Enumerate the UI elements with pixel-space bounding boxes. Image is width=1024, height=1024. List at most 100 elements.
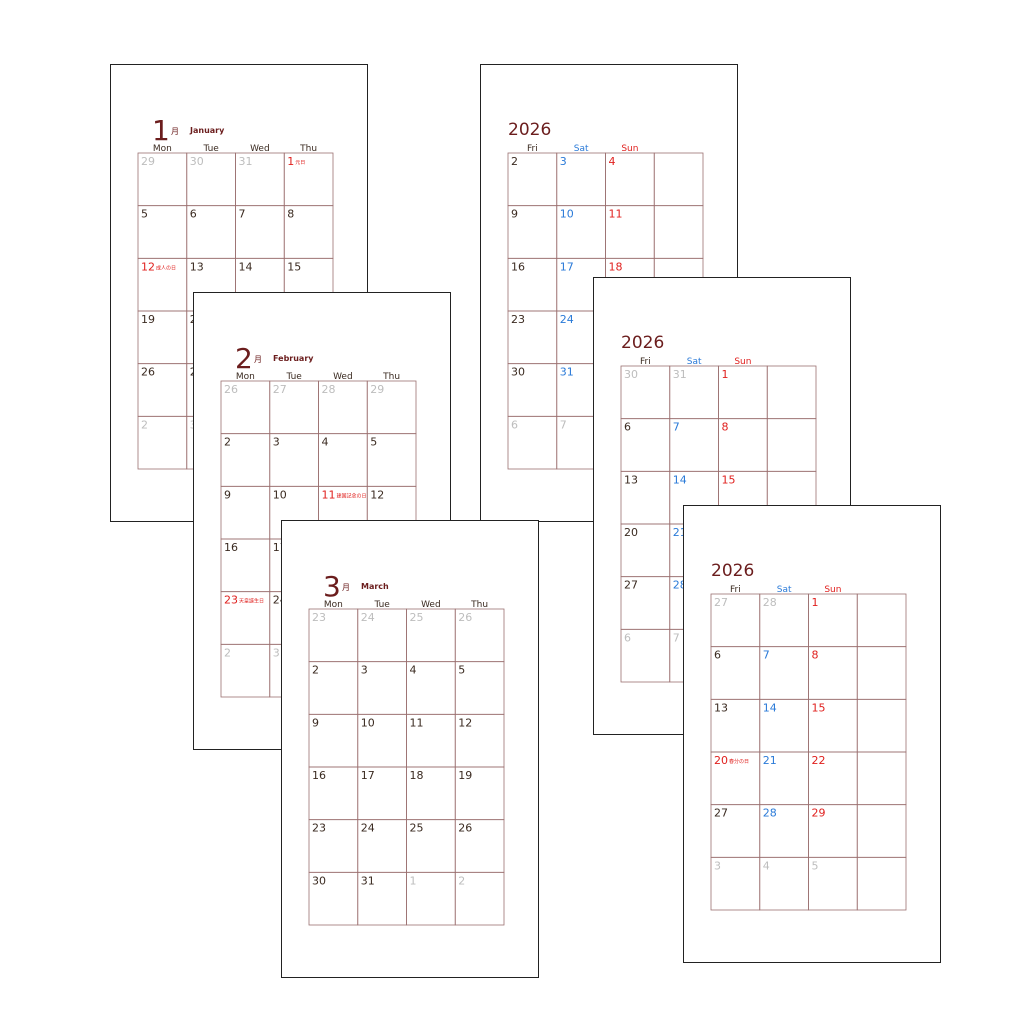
- day-number: 8: [722, 421, 729, 434]
- day-number: 3: [361, 664, 368, 677]
- day-number: 1: [287, 155, 294, 168]
- day-number: 24: [361, 822, 375, 835]
- day-number: 13: [624, 473, 638, 486]
- day-number: 2: [224, 646, 231, 659]
- day-number: 23: [312, 611, 326, 624]
- page-sheet: [683, 505, 941, 963]
- day-number: 30: [312, 874, 326, 887]
- day-number: 7: [673, 631, 680, 644]
- day-number: 2: [224, 436, 231, 449]
- weekday-label: Mon: [236, 372, 255, 382]
- month-kanji: 月: [254, 355, 262, 364]
- weekday-label: Mon: [324, 600, 343, 610]
- day-number: 2: [458, 874, 465, 887]
- day-number: 28: [763, 596, 777, 609]
- weekday-label: Tue: [202, 144, 219, 154]
- day-number: 29: [812, 807, 826, 820]
- day-number: 31: [560, 366, 574, 379]
- day-number: 29: [141, 155, 155, 168]
- day-number: 23: [312, 822, 326, 835]
- day-number: 7: [673, 421, 680, 434]
- weekday-label: Sun: [824, 585, 841, 595]
- day-number: 30: [624, 368, 638, 381]
- day-number: 15: [287, 260, 301, 273]
- weekday-label: Fri: [527, 144, 538, 154]
- day-number: 26: [458, 611, 472, 624]
- weekday-label: Tue: [373, 600, 390, 610]
- day-number: 9: [511, 208, 518, 221]
- day-number: 4: [609, 155, 616, 168]
- day-number: 16: [511, 260, 525, 273]
- day-number: 3: [273, 436, 280, 449]
- day-number: 11: [322, 488, 336, 501]
- day-number: 12: [141, 260, 155, 273]
- weekday-label: Tue: [285, 372, 302, 382]
- day-number: 20: [714, 754, 728, 767]
- month-number: 2: [235, 342, 253, 375]
- month-name: February: [273, 354, 314, 363]
- day-cell: [454, 871, 505, 926]
- day-number: 28: [322, 383, 336, 396]
- weekday-label: Sat: [777, 585, 792, 595]
- day-number: 31: [239, 155, 253, 168]
- day-number: 19: [141, 313, 155, 326]
- day-number: 28: [763, 807, 777, 820]
- day-number: 6: [624, 631, 631, 644]
- year: 2026: [711, 561, 754, 581]
- day-number: 15: [812, 701, 826, 714]
- day-number: 14: [763, 701, 777, 714]
- holiday-name: 建国記念の日: [337, 492, 367, 499]
- page-sheet: [281, 520, 539, 978]
- day-number: 13: [714, 701, 728, 714]
- day-number: 21: [763, 754, 777, 767]
- day-number: 8: [287, 208, 294, 221]
- day-number: 5: [458, 664, 465, 677]
- month-number: 3: [323, 570, 341, 603]
- day-number: 11: [609, 208, 623, 221]
- day-number: 17: [361, 769, 375, 782]
- day-number: 13: [190, 260, 204, 273]
- day-number: 24: [560, 313, 574, 326]
- day-number: 27: [714, 596, 728, 609]
- holiday-name: 天皇誕生日: [239, 598, 264, 605]
- month-name: March: [361, 582, 389, 591]
- day-number: 4: [410, 664, 417, 677]
- day-number: 2: [141, 418, 148, 431]
- day-number: 16: [312, 769, 326, 782]
- day-number: 14: [673, 473, 687, 486]
- day-number: 3: [714, 859, 721, 872]
- day-number: 25: [410, 611, 424, 624]
- day-number: 10: [560, 208, 574, 221]
- day-number: 15: [722, 473, 736, 486]
- day-number: 3: [560, 155, 567, 168]
- weekday-label: Wed: [333, 372, 353, 382]
- day-number: 5: [370, 436, 377, 449]
- day-number: 14: [239, 260, 253, 273]
- day-number: 6: [624, 421, 631, 434]
- day-number: 19: [458, 769, 472, 782]
- calendar-page: 2026 Fri Sat Sun 27 28 1 6 7 8 13 14 15 20 春分の日 21 22 27 2…: [683, 505, 941, 963]
- weekday-label: Sun: [734, 357, 751, 367]
- month-number: 1: [152, 114, 170, 147]
- day-number: 2: [312, 664, 319, 677]
- weekday-label: Sat: [687, 357, 702, 367]
- day-number: 3: [273, 646, 280, 659]
- weekday-label: Sat: [574, 144, 589, 154]
- weekday-label: Thu: [470, 600, 488, 610]
- day-number: 7: [239, 208, 246, 221]
- day-number: 31: [361, 874, 375, 887]
- day-number: 31: [673, 368, 687, 381]
- day-number: 30: [511, 366, 525, 379]
- day-number: 9: [224, 488, 231, 501]
- day-number: 26: [141, 366, 155, 379]
- day-number: 23: [511, 313, 525, 326]
- day-number: 2: [511, 155, 518, 168]
- day-cell: [856, 856, 907, 911]
- day-number: 12: [370, 488, 384, 501]
- day-number: 7: [763, 649, 770, 662]
- day-number: 24: [361, 611, 375, 624]
- year: 2026: [621, 333, 664, 353]
- month-kanji: 月: [171, 127, 179, 136]
- day-number: 8: [812, 649, 819, 662]
